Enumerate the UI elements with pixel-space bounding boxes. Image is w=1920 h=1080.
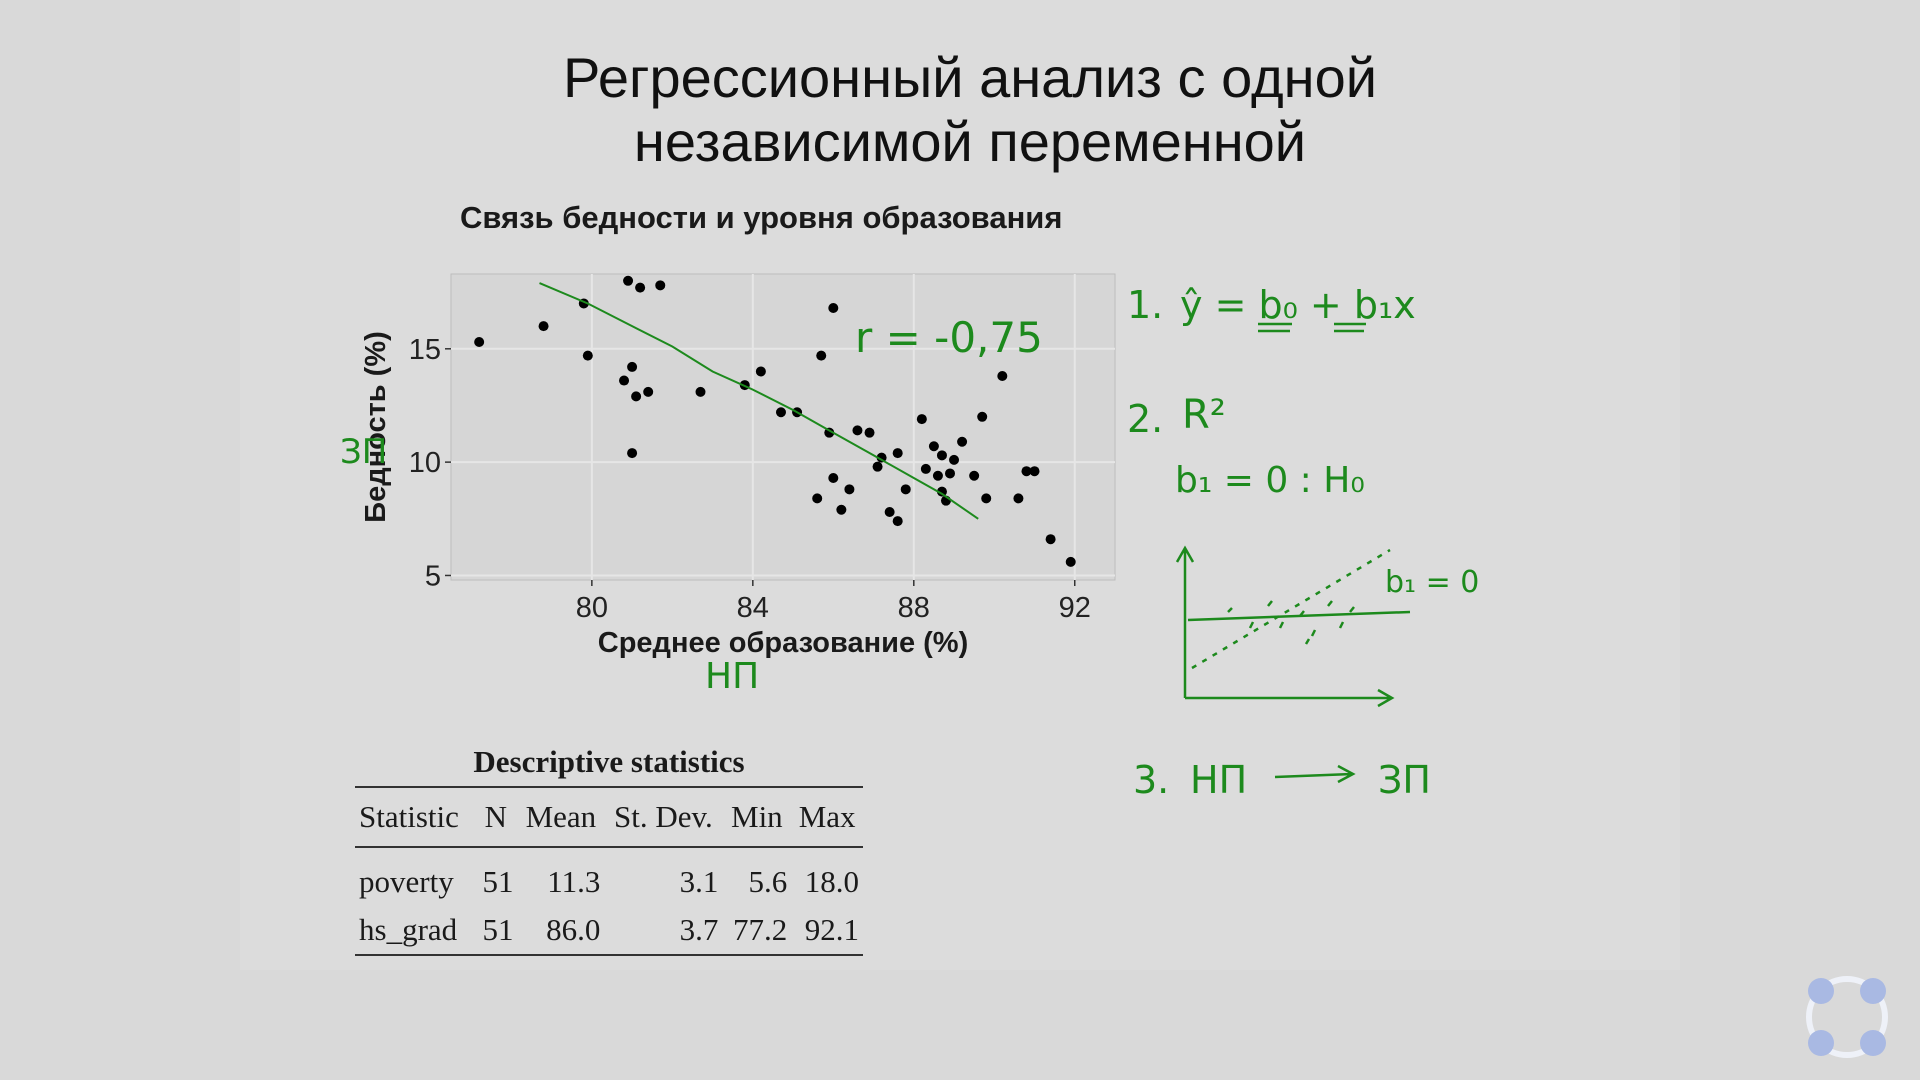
stats-header-mean: Mean bbox=[525, 799, 597, 834]
data-point bbox=[916, 414, 927, 425]
data-point bbox=[936, 450, 947, 461]
data-point bbox=[1013, 493, 1024, 504]
data-point bbox=[977, 411, 988, 422]
data-point bbox=[775, 407, 786, 418]
data-point bbox=[627, 448, 638, 459]
data-point bbox=[852, 425, 863, 436]
stats-cell: 5.6 bbox=[748, 864, 788, 899]
data-point bbox=[828, 303, 839, 313]
stats-cell: 51 bbox=[482, 864, 514, 899]
data-point bbox=[876, 452, 887, 463]
data-point bbox=[884, 507, 895, 517]
data-point bbox=[920, 463, 931, 474]
chart-title: Связь бедности и уровня образования bbox=[460, 200, 1063, 235]
data-point bbox=[892, 516, 903, 527]
stats-cell: poverty bbox=[359, 864, 454, 899]
slide-title-line1: Регрессионный анализ с одной bbox=[562, 46, 1378, 109]
data-point bbox=[900, 484, 911, 495]
data-point bbox=[932, 470, 943, 481]
stats-header-min: Min bbox=[731, 799, 783, 834]
data-point bbox=[655, 280, 666, 291]
data-point bbox=[1045, 534, 1056, 545]
data-point bbox=[474, 337, 485, 347]
data-point bbox=[627, 361, 638, 372]
data-point bbox=[755, 366, 766, 377]
slide-title-line2: независимой переменной bbox=[633, 110, 1307, 173]
data-point bbox=[949, 454, 960, 465]
stats-cell: 77.2 bbox=[733, 912, 788, 947]
four-dots-circle-logo bbox=[1806, 976, 1888, 1058]
data-point bbox=[623, 275, 634, 286]
data-point bbox=[1021, 466, 1032, 477]
data-point bbox=[631, 391, 642, 402]
data-point bbox=[969, 470, 980, 481]
data-point bbox=[695, 386, 706, 397]
data-point bbox=[844, 484, 855, 495]
data-point bbox=[864, 427, 875, 438]
scatter-chart: 80 84 88 92 5 10 15 Среднее образование (%) Бедн… bbox=[360, 273, 1116, 659]
data-point bbox=[812, 493, 823, 504]
stats-row-hs-grad: hs_grad 51 86.0 3.7 77.2 92.1 bbox=[355, 906, 863, 955]
plot-panel bbox=[450, 273, 1116, 581]
data-point bbox=[997, 371, 1008, 381]
stats-cell: 86.0 bbox=[546, 912, 601, 947]
stats-cell: 18.0 bbox=[804, 864, 859, 899]
y-tick-label: 15 bbox=[409, 334, 441, 366]
stats-header-stdev: St. Dev. bbox=[614, 799, 713, 834]
stats-cell: 51 bbox=[482, 912, 514, 947]
data-point bbox=[928, 441, 939, 452]
data-point bbox=[643, 386, 654, 397]
y-tick-label: 10 bbox=[409, 447, 441, 479]
stats-caption: Descriptive statistics bbox=[473, 744, 745, 779]
stats-cell: 92.1 bbox=[804, 912, 859, 947]
x-tick-label: 88 bbox=[898, 592, 930, 624]
x-tick-label: 84 bbox=[737, 592, 769, 624]
stats-header-n: N bbox=[484, 799, 508, 834]
data-point bbox=[981, 493, 992, 504]
data-point bbox=[957, 436, 968, 447]
slide-title: Регрессионный анализ с одной независимой… bbox=[440, 46, 1500, 174]
data-point bbox=[836, 504, 847, 515]
data-point bbox=[936, 486, 947, 497]
x-tick-label: 80 bbox=[576, 592, 608, 624]
data-point bbox=[1065, 556, 1076, 567]
data-point bbox=[872, 461, 883, 472]
data-point bbox=[945, 468, 956, 479]
stats-cell: 3.7 bbox=[679, 912, 719, 947]
data-point bbox=[635, 282, 646, 293]
data-point bbox=[538, 321, 549, 332]
regression-line bbox=[539, 282, 979, 520]
stats-cell: hs_grad bbox=[359, 912, 458, 947]
stats-cell: 3.1 bbox=[679, 864, 719, 899]
data-point bbox=[892, 448, 903, 459]
stats-cell: 11.3 bbox=[547, 864, 601, 899]
stats-table: Statistic N Mean St. Dev. Min Max povert… bbox=[355, 786, 863, 956]
stats-header-row: Statistic N Mean St. Dev. Min Max bbox=[355, 787, 863, 847]
data-point bbox=[824, 427, 835, 438]
data-point bbox=[619, 375, 630, 386]
data-point bbox=[816, 350, 827, 361]
x-tick-label: 92 bbox=[1059, 592, 1091, 624]
y-axis-label: Бедность (%) bbox=[360, 331, 392, 523]
stats-header-max: Max bbox=[798, 799, 856, 834]
data-point bbox=[828, 473, 839, 483]
y-tick-label: 5 bbox=[425, 560, 441, 592]
x-axis-label: Среднее образование (%) bbox=[598, 627, 968, 659]
stats-row-poverty: poverty 51 11.3 3.1 5.6 18.0 bbox=[355, 847, 863, 906]
data-point bbox=[1029, 466, 1040, 477]
descriptive-statistics: Descriptive statistics Statistic N Mean … bbox=[355, 742, 863, 956]
stats-header-statistic: Statistic bbox=[359, 799, 459, 834]
data-point bbox=[582, 350, 593, 361]
